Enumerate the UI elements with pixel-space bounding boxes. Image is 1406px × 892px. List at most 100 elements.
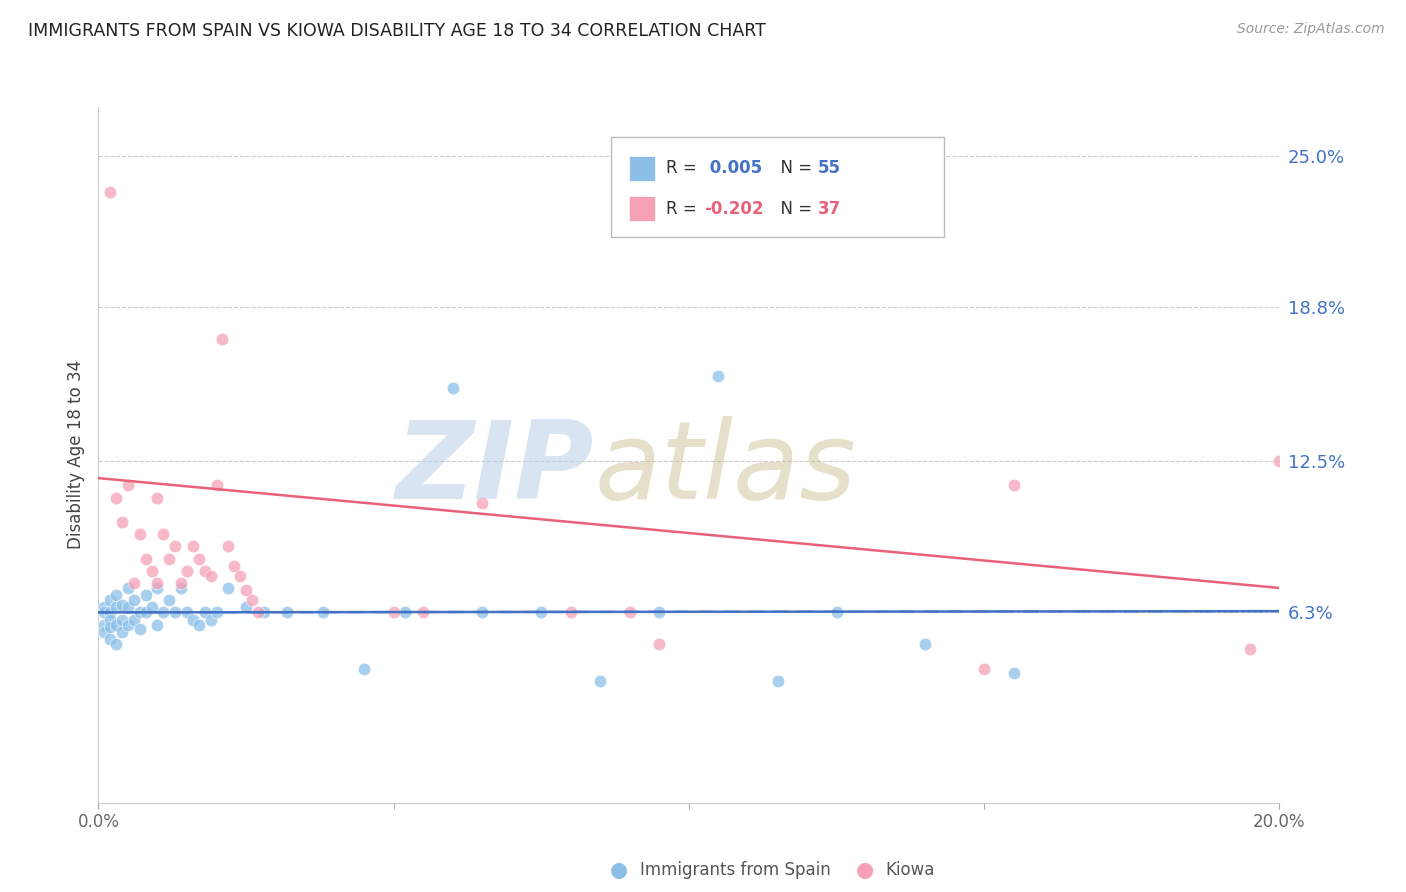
Point	[135, 588, 157, 602]
Point	[105, 637, 128, 651]
Point	[111, 515, 134, 529]
Point	[122, 593, 145, 607]
Point	[217, 540, 239, 554]
Point	[98, 593, 121, 607]
Point	[117, 478, 139, 492]
Point	[98, 613, 121, 627]
Text: Source: ZipAtlas.com: Source: ZipAtlas.com	[1237, 22, 1385, 37]
Point	[766, 673, 789, 688]
Point	[93, 617, 115, 632]
Point	[530, 606, 553, 620]
Point	[217, 581, 239, 595]
Point	[105, 588, 128, 602]
Point	[471, 495, 494, 509]
Text: N =: N =	[770, 200, 817, 218]
Point	[382, 606, 405, 620]
Point	[200, 568, 222, 582]
Text: Immigrants from Spain: Immigrants from Spain	[640, 861, 831, 879]
Text: 55: 55	[818, 160, 841, 178]
Point	[253, 606, 276, 620]
Point	[111, 598, 134, 612]
Point	[194, 564, 217, 578]
Point	[619, 606, 641, 620]
Point	[205, 606, 228, 620]
Point	[176, 564, 198, 578]
Point	[165, 606, 187, 620]
Point	[187, 617, 209, 632]
Point	[312, 606, 335, 620]
Point	[93, 600, 115, 615]
Point	[141, 564, 163, 578]
Point	[176, 606, 198, 620]
Point	[276, 606, 298, 620]
Text: ●: ●	[856, 860, 873, 880]
Point	[146, 617, 169, 632]
Point	[353, 661, 375, 675]
Point	[128, 606, 150, 620]
Point	[825, 606, 848, 620]
Point	[205, 478, 228, 492]
Point	[235, 583, 257, 598]
Point	[135, 606, 157, 620]
Text: Kiowa: Kiowa	[886, 861, 935, 879]
Text: -0.202: -0.202	[704, 200, 763, 218]
Point	[117, 600, 139, 615]
Text: N =: N =	[770, 160, 817, 178]
Point	[181, 613, 204, 627]
Point	[93, 624, 115, 639]
Point	[98, 620, 121, 634]
Point	[560, 606, 582, 620]
Point	[200, 613, 222, 627]
Point	[157, 551, 180, 566]
Point	[98, 186, 121, 200]
Point	[98, 632, 121, 647]
Point	[128, 623, 150, 637]
Point	[229, 568, 252, 582]
Text: 0.005: 0.005	[704, 160, 762, 178]
Point	[914, 637, 936, 651]
Point	[441, 381, 464, 395]
Point	[157, 593, 180, 607]
Point	[187, 551, 209, 566]
Point	[111, 613, 134, 627]
Point	[471, 606, 494, 620]
Point	[973, 661, 995, 675]
Point	[240, 593, 263, 607]
Point	[122, 576, 145, 591]
Point	[224, 559, 246, 574]
Point	[412, 606, 434, 620]
Y-axis label: Disability Age 18 to 34: Disability Age 18 to 34	[66, 360, 84, 549]
Point	[135, 551, 157, 566]
Point	[146, 576, 169, 591]
Point	[1239, 642, 1261, 657]
Point	[246, 606, 269, 620]
Point	[1002, 478, 1025, 492]
Text: 37: 37	[818, 200, 841, 218]
Point	[146, 491, 169, 505]
Point	[211, 332, 233, 346]
Text: R =: R =	[666, 200, 702, 218]
Point	[152, 606, 174, 620]
Point	[235, 600, 257, 615]
Point	[152, 527, 174, 541]
Point	[93, 606, 115, 620]
Point	[165, 540, 187, 554]
Point	[105, 491, 128, 505]
Point	[1002, 666, 1025, 681]
Point	[648, 637, 671, 651]
Point	[589, 673, 612, 688]
Text: R =: R =	[666, 160, 702, 178]
Point	[128, 527, 150, 541]
Point	[394, 606, 416, 620]
Point	[170, 576, 193, 591]
Text: atlas: atlas	[595, 417, 856, 521]
Point	[170, 581, 193, 595]
Point	[648, 606, 671, 620]
Text: IMMIGRANTS FROM SPAIN VS KIOWA DISABILITY AGE 18 TO 34 CORRELATION CHART: IMMIGRANTS FROM SPAIN VS KIOWA DISABILIT…	[28, 22, 766, 40]
Point	[707, 368, 730, 383]
Point	[146, 581, 169, 595]
Point	[117, 617, 139, 632]
Point	[105, 600, 128, 615]
Point	[194, 606, 217, 620]
Point	[105, 617, 128, 632]
